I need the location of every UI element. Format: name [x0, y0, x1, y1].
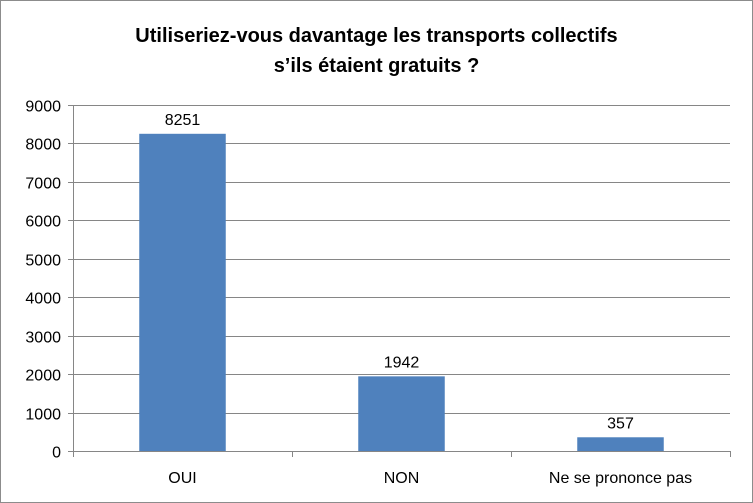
chart-title-line-1: Utiliseriez-vous davantage les transport…: [135, 25, 618, 47]
y-tick-label: 0: [52, 445, 61, 462]
data-label: 8251: [165, 112, 201, 129]
x-category-label: Ne se prononce pas: [549, 470, 692, 487]
y-tick-label: 9000: [25, 99, 61, 116]
bar: [577, 437, 664, 451]
y-tick-label: 4000: [25, 291, 61, 308]
bar: [358, 376, 445, 451]
bar: [139, 133, 226, 451]
x-category-label: OUI: [168, 470, 196, 487]
y-tick-label: 2000: [25, 368, 61, 385]
y-tick-label: 6000: [25, 214, 61, 231]
y-tick-label: 7000: [25, 176, 61, 193]
chart-title-line-2: s’ils étaient gratuits ?: [273, 55, 480, 77]
data-label: 1942: [384, 354, 420, 371]
y-tick-label: 8000: [25, 137, 61, 154]
y-tick-label: 5000: [25, 253, 61, 270]
y-tick-label: 3000: [25, 330, 61, 347]
chart-title: Utiliseriez-vous davantage les transport…: [1, 21, 752, 81]
y-tick-label: 1000: [25, 407, 61, 424]
x-category-label: NON: [384, 470, 420, 487]
data-label: 357: [607, 415, 634, 432]
